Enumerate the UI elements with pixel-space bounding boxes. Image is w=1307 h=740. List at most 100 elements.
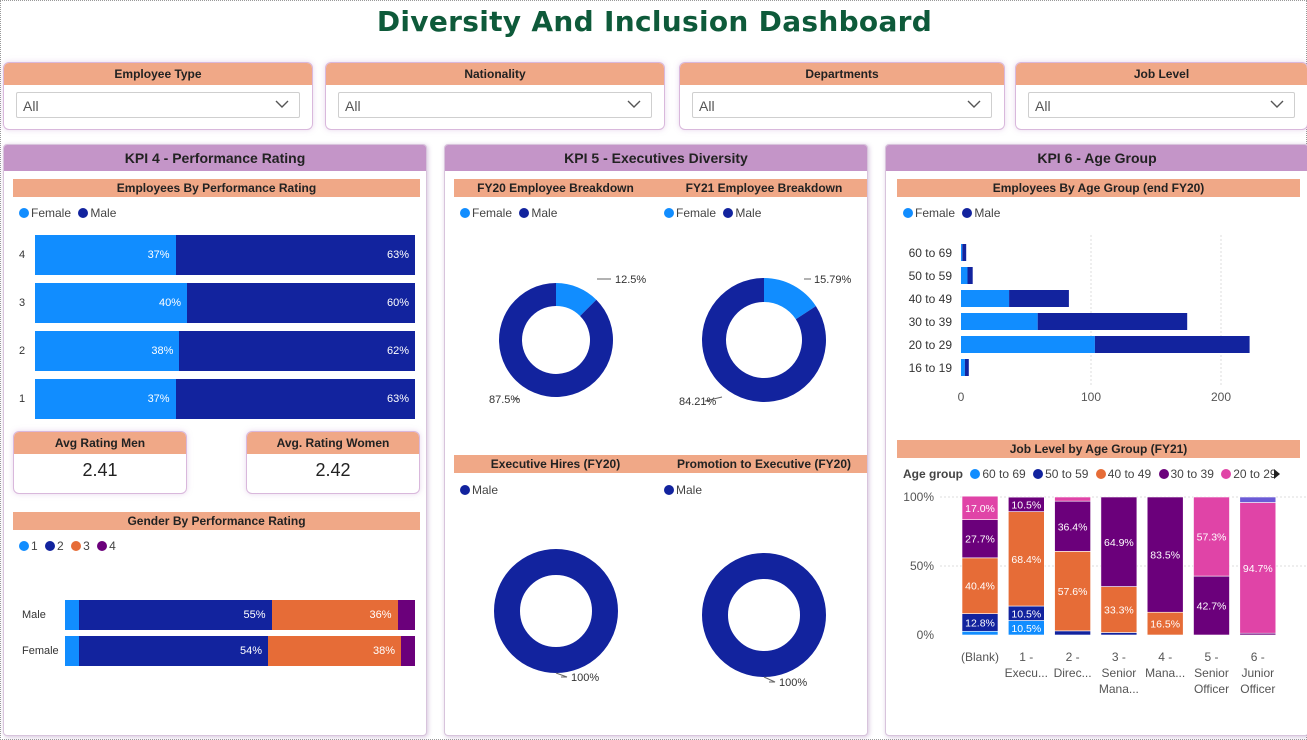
job-legend: Age group 60 to 69 50 to 59 40 to 49 30 …: [903, 467, 1281, 481]
age-bar-segment[interactable]: [961, 336, 1095, 353]
axis-tick-label: 60 to 69: [909, 246, 953, 260]
leader-line: [704, 396, 723, 402]
job-bar-segment[interactable]: [1100, 496, 1138, 587]
job-bar-segment[interactable]: [1054, 630, 1091, 636]
job-bar-segment[interactable]: [1146, 496, 1184, 613]
legend-label: Female: [472, 206, 513, 220]
job-bar-segment[interactable]: [1008, 511, 1045, 607]
legend-male[interactable]: Male: [962, 206, 1000, 220]
axis-tick-label: 3: [19, 297, 26, 309]
perf-legend: Female Male: [19, 206, 120, 220]
legend-50-59[interactable]: 50 to 59: [1033, 467, 1088, 481]
age-bar-segment[interactable]: [964, 359, 969, 376]
job-bar-segment[interactable]: [961, 557, 999, 614]
axis-tick-label: Male: [22, 609, 46, 621]
legend-male[interactable]: Male: [78, 206, 116, 220]
male-swatch-icon: [78, 208, 89, 218]
leader-line: [555, 672, 568, 678]
bar-data-label: 17.0%: [965, 503, 995, 515]
job-bar-segment[interactable]: [1239, 502, 1277, 634]
legend-female[interactable]: Female: [664, 206, 716, 220]
job-bar-segment[interactable]: [1239, 496, 1277, 503]
slicer-departments[interactable]: Departments All: [679, 62, 1005, 130]
age-bar-segment[interactable]: [1009, 290, 1069, 307]
legend-female[interactable]: Female: [460, 206, 512, 220]
legend-20-29[interactable]: 20 to 29: [1221, 467, 1277, 481]
job-bar-segment[interactable]: [961, 495, 999, 520]
leader-line: [514, 397, 519, 400]
donut-slice[interactable]: [702, 553, 826, 677]
legend-male[interactable]: Male: [519, 206, 557, 220]
perf-bar-segment: 38%: [35, 331, 180, 371]
legend-male[interactable]: Male: [460, 483, 498, 497]
donut-slice[interactable]: [764, 278, 816, 320]
age-bar-segment[interactable]: [967, 267, 973, 284]
legend-label: 30 to 39: [1170, 467, 1214, 481]
legend-40-49[interactable]: 40 to 49: [1095, 467, 1151, 481]
donut-slice[interactable]: [494, 549, 618, 673]
fy21-chart-title: FY21 Employee Breakdown: [657, 179, 867, 197]
axis-tick-label: Female: [22, 645, 59, 657]
legend-male[interactable]: Male: [664, 483, 702, 497]
legend-rating-1[interactable]: 1: [19, 539, 38, 553]
age-bar-segment[interactable]: [961, 359, 965, 376]
chevron-down-icon: [627, 100, 641, 108]
job-bar-segment[interactable]: [1100, 632, 1138, 636]
slicer-employee-type[interactable]: Employee Type All: [3, 62, 313, 130]
gender-bar-segment: [65, 600, 79, 630]
donut-slice[interactable]: [499, 283, 613, 397]
age-bar-segment[interactable]: [961, 267, 968, 284]
age-group-chart: 0 100 200 60 to 69 50 to 59 40 to 49 30 to 39 2…: [909, 235, 1250, 404]
age-bar-segment[interactable]: [961, 244, 963, 261]
nationality-dropdown[interactable]: All: [338, 92, 652, 118]
legend-next-arrow-icon[interactable]: [1274, 469, 1280, 479]
age-bar-segment[interactable]: [962, 244, 967, 261]
departments-dropdown[interactable]: All: [692, 92, 992, 118]
legend-female[interactable]: Female: [903, 206, 955, 220]
job-bar-segment[interactable]: [1100, 586, 1138, 633]
perf-chart-title: Employees By Performance Rating: [13, 179, 420, 197]
axis-tick-label: Mana...: [1145, 666, 1185, 680]
axis-tick-label: 4 -: [1158, 650, 1172, 664]
job-bar-segment[interactable]: [1193, 496, 1230, 577]
fy20-chart-title: FY20 Employee Breakdown: [454, 179, 657, 197]
slicer-job-level[interactable]: Job Level All: [1015, 62, 1307, 130]
job-bar-segment[interactable]: [1054, 496, 1091, 502]
legend-60-69[interactable]: 60 to 69: [970, 467, 1026, 481]
age-bar-segment[interactable]: [961, 290, 1010, 307]
axis-tick-label: Officer: [1240, 682, 1275, 696]
female-swatch-icon: [903, 208, 913, 218]
axis-tick-label: Senior: [1102, 666, 1137, 680]
donut-chart: 100%: [494, 549, 618, 684]
age-50-59-swatch-icon: [1033, 469, 1044, 479]
axis-tick-label: 4: [19, 249, 26, 261]
job-bar-segment[interactable]: [1193, 575, 1230, 636]
employee-type-dropdown[interactable]: All: [16, 92, 300, 118]
legend-female[interactable]: Female: [19, 206, 71, 220]
job-level-dropdown[interactable]: All: [1028, 92, 1295, 118]
fy20-legend: Female Male: [460, 206, 561, 220]
age-bar-segment[interactable]: [961, 313, 1038, 330]
age-bar-segment[interactable]: [1037, 313, 1188, 330]
donut-data-label: 100%: [779, 677, 807, 689]
job-bar-segment[interactable]: [961, 630, 999, 636]
bar-data-label: 12.8%: [965, 617, 995, 629]
axis-tick-label: Mana...: [1099, 682, 1139, 696]
legend-30-39[interactable]: 30 to 39: [1158, 467, 1214, 481]
donut-slice[interactable]: [702, 278, 827, 402]
rating-2-swatch-icon: [45, 541, 56, 551]
gender-bar-segment: 55%: [79, 600, 272, 630]
slicer-nationality[interactable]: Nationality All: [325, 62, 665, 130]
donut-slice[interactable]: [556, 283, 597, 316]
axis-tick-label: Junior: [1241, 666, 1274, 680]
legend-rating-2[interactable]: 2: [45, 539, 64, 553]
age-bar-segment[interactable]: [1094, 336, 1250, 353]
job-bar-segment[interactable]: [1008, 496, 1045, 512]
legend-rating-4[interactable]: 4: [97, 539, 116, 553]
legend-rating-3[interactable]: 3: [71, 539, 90, 553]
legend-title: Age group: [903, 467, 963, 481]
legend-male[interactable]: Male: [723, 206, 761, 220]
job-bar-segment[interactable]: [1054, 551, 1091, 632]
slicer-label: Employee Type: [4, 63, 312, 85]
